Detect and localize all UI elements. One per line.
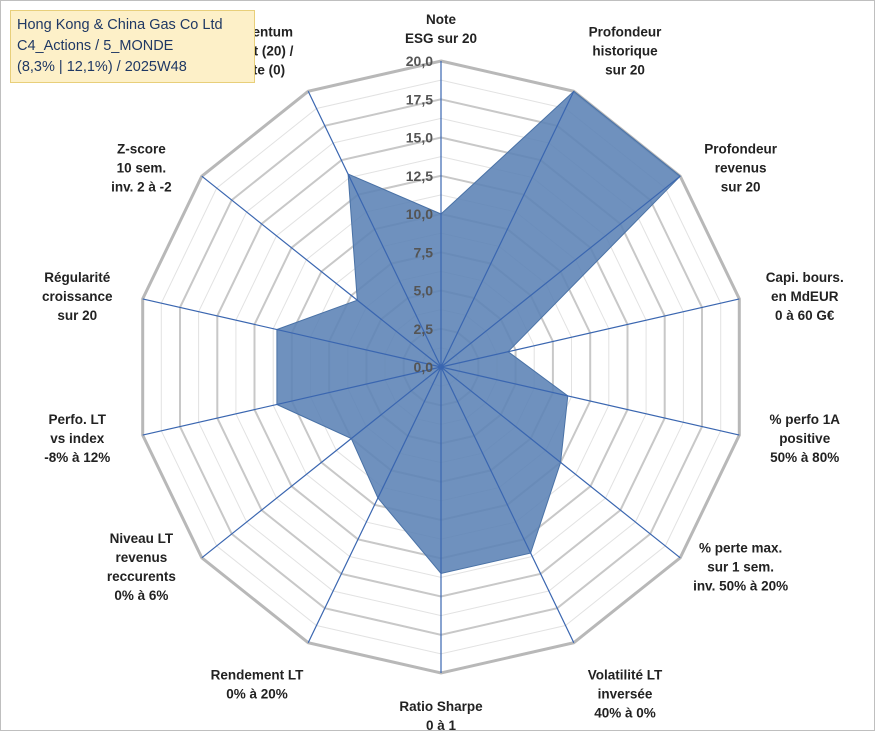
tick-label: 0,0 [414, 359, 434, 375]
axis-label: 10 sem. [117, 161, 167, 176]
tick-label: 10,0 [406, 206, 433, 222]
axis-label: sur 20 [605, 63, 645, 78]
axis-label: % perfo 1A [769, 412, 840, 427]
axis-label: Niveau LT [110, 531, 174, 546]
axis-label: sur 1 sem. [707, 560, 774, 575]
axis-label: sur 20 [57, 308, 97, 323]
axis-label: croissance [42, 289, 113, 304]
axis-label: reccurents [107, 569, 176, 584]
tick-label: 20,0 [406, 53, 433, 69]
axis-label: positive [779, 431, 831, 446]
axis-label: sur 20 [721, 180, 761, 195]
tick-label: 7,5 [414, 244, 434, 260]
axis-label: 0 à 1 [426, 718, 457, 732]
axis-label: Rendement LT [211, 667, 305, 682]
axis-label: inv. 50% à 20% [693, 579, 788, 594]
tick-label: 2,5 [414, 321, 434, 337]
axis-label: Volatilité LT [588, 667, 663, 682]
axis-label: 0% à 6% [114, 588, 168, 603]
axis-label: Profondeur [704, 142, 777, 157]
axis-label: Profondeur [589, 25, 662, 40]
tick-label: 15,0 [406, 130, 433, 146]
axis-label: historique [592, 44, 658, 59]
axis-label: ESG sur 20 [405, 31, 477, 46]
tick-label: 5,0 [414, 283, 434, 299]
axis-label: vs index [50, 431, 105, 446]
tick-label: 17,5 [406, 91, 433, 107]
info-box: Hong Kong & China Gas Co Ltd C4_Actions … [10, 10, 255, 83]
axis-label: Régularité [44, 270, 111, 285]
axis-label: inv. 2 à -2 [111, 180, 172, 195]
axis-label: Capi. bours. [766, 270, 844, 285]
axis-label: revenus [715, 161, 767, 176]
axis-label: Ratio Sharpe [399, 699, 483, 714]
axis-label: inversée [598, 686, 653, 701]
company-name: Hong Kong & China Gas Co Ltd [17, 15, 250, 36]
category-label: C4_Actions / 5_MONDE [17, 36, 250, 57]
axis-label: -8% à 12% [44, 450, 110, 465]
axis-label: 0 à 60 G€ [775, 308, 835, 323]
tick-label: 12,5 [406, 168, 433, 184]
axis-label: 50% à 80% [770, 450, 839, 465]
axis-label: 40% à 0% [594, 705, 656, 720]
axis-label: Z-score [117, 142, 166, 157]
axis-label: Perfo. LT [49, 412, 107, 427]
axis-label: % perte max. [699, 541, 782, 556]
axis-label: Note [426, 12, 456, 27]
axis-label: revenus [116, 550, 168, 565]
axis-label: 0% à 20% [226, 686, 288, 701]
stats-label: (8,3% | 12,1%) / 2025W48 [17, 57, 250, 78]
axis-label: en MdEUR [771, 289, 839, 304]
